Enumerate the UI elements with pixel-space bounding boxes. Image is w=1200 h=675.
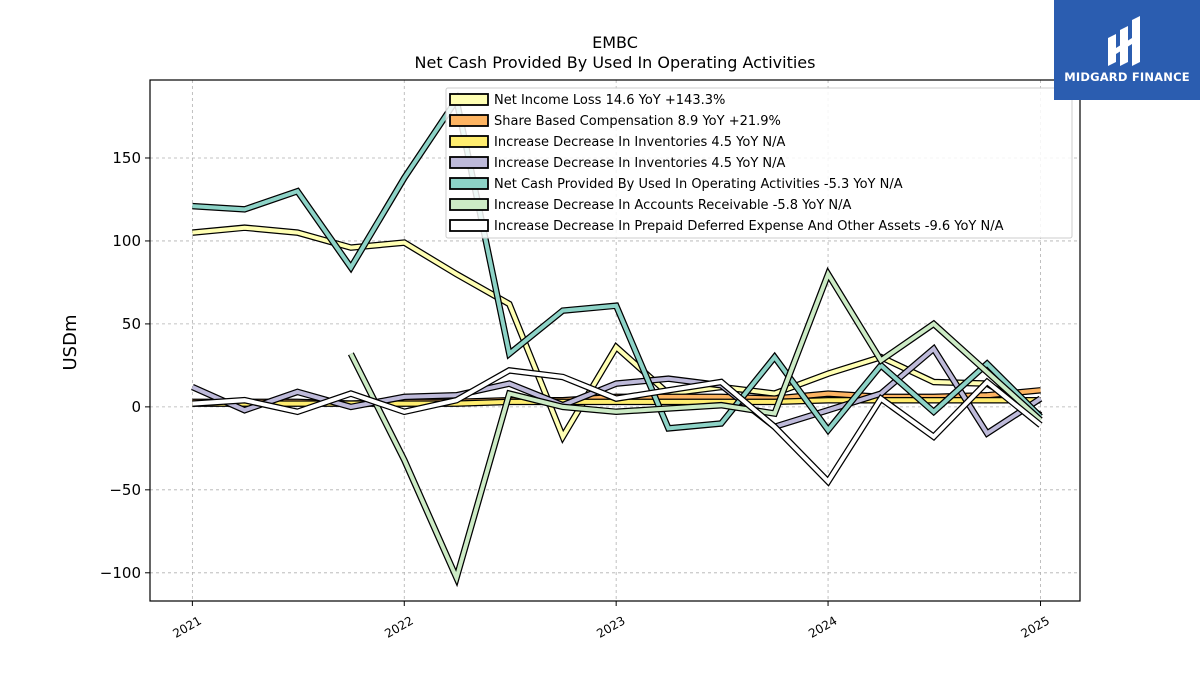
legend-label-7: Increase Decrease In Prepaid Deferred Ex… [494,219,1004,234]
legend-swatch-7 [449,219,489,232]
x-tick-label: 2025 [1019,613,1052,640]
chart-subtitle: Net Cash Provided By Used In Operating A… [415,53,816,72]
series-line-7 [192,368,1042,485]
y-tick-label: 50 [122,315,141,333]
chart-title: EMBC [592,33,638,52]
series-line-5 [192,94,1042,434]
y-tick-label: 0 [131,398,141,416]
y-tick-label: −50 [109,481,141,499]
midgard-finance-logo: MIDGARD FINANCE [1054,0,1200,100]
legend-label-4: Increase Decrease In Inventories 4.5 YoY… [494,156,786,171]
legend-swatch-2 [449,114,489,127]
x-tick-label: 2023 [594,613,627,640]
y-tick-label: −100 [100,564,141,582]
legend-label-2: Share Based Compensation 8.9 YoY +21.9% [494,114,781,129]
x-tick-label: 2022 [382,613,415,640]
y-axis-label: USDm [60,315,81,371]
legend-label-5: Net Cash Provided By Used In Operating A… [494,177,903,192]
legend-label-3: Increase Decrease In Inventories 4.5 YoY… [494,135,786,150]
x-tick-label: 2024 [806,613,839,640]
y-tick-label: 100 [112,232,141,250]
legend-swatch-6 [449,198,489,211]
logo-text: MIDGARD FINANCE [1064,70,1190,84]
legend-swatch-4 [449,156,489,169]
plot-frame [149,79,1081,602]
y-tick-label: 150 [112,149,141,167]
legend-swatch-3 [449,135,489,148]
legend-label-6: Increase Decrease In Accounts Receivable… [494,198,852,213]
legend-box [445,87,1073,239]
x-tick-label: 2021 [170,613,203,640]
legend-swatch-1 [449,93,489,106]
series-line-6 [349,269,1042,584]
midgard-logo-icon [1108,16,1140,66]
legend-swatch-5 [449,177,489,190]
legend-label-1: Net Income Loss 14.6 YoY +143.3% [494,93,725,108]
